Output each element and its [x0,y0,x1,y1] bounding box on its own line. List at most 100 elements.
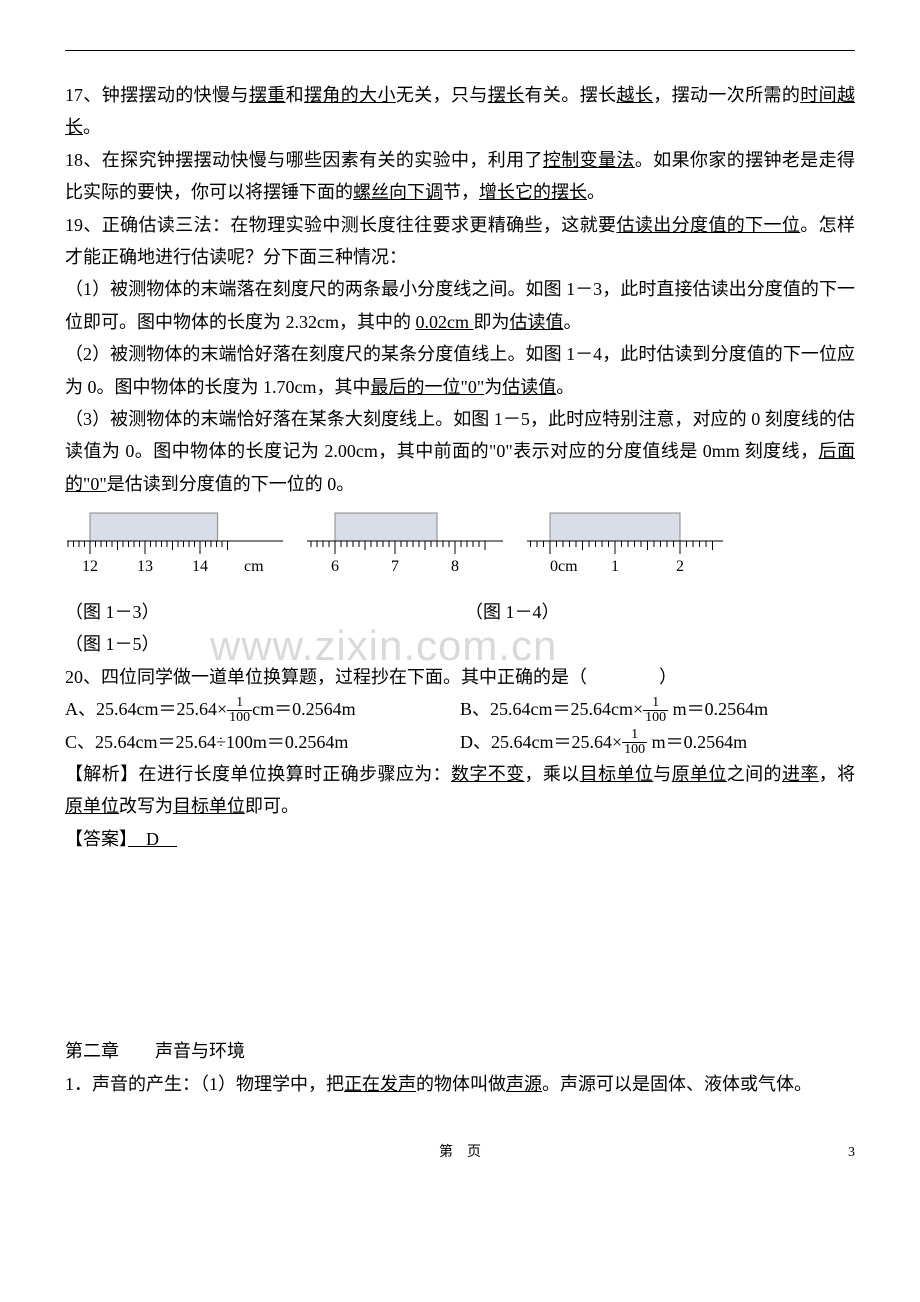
text: 。 [83,117,101,137]
underline: 越长 [616,85,653,105]
text: D、25.64cm＝25.64× [460,732,622,752]
paragraph-19: 19、正确估读三法：在物理实验中测长度往往要求更精确些，这就要估读出分度值的下一… [65,209,855,274]
svg-text:1: 1 [611,558,619,575]
fraction: 1100 [622,728,647,757]
svg-text:0cm: 0cm [550,558,578,575]
text: 有关。摆长 [525,85,617,105]
text: 19、正确估读三法：在物理实验中测长度往往要求更精确些，这就要 [65,215,616,235]
page-number: 3 [848,1140,855,1165]
underline: 摆重 [249,85,286,105]
text: 。 [564,312,582,332]
text: cm＝0.2564m [252,699,356,719]
text: m＝0.2564m [647,732,747,752]
text: 在进行长度单位换算时正确步骤应为： [139,764,451,784]
option-b: B、25.64cm＝25.64cm×1100 m＝0.2564m [460,693,855,725]
option-a: A、25.64cm＝25.64×1100cm＝0.2564m [65,693,460,725]
text: 。 [587,182,605,202]
underline: 最后的一位"0" [371,377,485,397]
text: 是估读到分度值的下一位的 0。 [107,474,355,494]
text: 的物体叫做 [416,1074,506,1094]
paragraph-18: 18、在探究钟摆摆动快慢与哪些因素有关的实验中，利用了控制变量法。如果你家的摆钟… [65,144,855,209]
text: ，将 [819,764,855,784]
chapter-2-heading: 第二章 声音与环境 [65,1035,855,1067]
ruler-diagram: 12 13 14 cm [65,508,285,588]
text: 为 [484,377,502,397]
ruler-diagram: 0cm12 [525,508,725,588]
underline: 摆长 [488,85,525,105]
figure-label: （图 1－4） [465,602,560,622]
underline: 目标单位 [580,764,654,784]
page-footer: 第 页 3 [65,1140,855,1165]
svg-text:13: 13 [137,558,153,575]
underline: 原单位 [65,796,119,816]
denominator: 100 [622,743,647,757]
text: B、25.64cm＝25.64cm× [460,699,643,719]
underline: 声源 [506,1074,542,1094]
denominator: 100 [227,711,252,725]
analysis-label: 【解析】 [65,764,139,784]
text: 节， [443,182,479,202]
option-c: C、25.64cm＝25.64÷100m＝0.2564m [65,726,460,758]
svg-text:cm: cm [244,558,264,575]
document-body: 17、钟摆摆动的快慢与摆重和摆角的大小无关，只与摆长有关。摆长越长，摆动一次所需… [65,54,855,1100]
figure-label: （图 1－5） [65,634,160,654]
text: 即为 [474,312,510,332]
svg-text:14: 14 [192,558,208,575]
underline: 螺丝向下调 [353,182,443,202]
text: 。声源可以是固体、液体或气体。 [542,1074,812,1094]
figure-labels-row2: （图 1－5） [65,628,855,660]
text: 之间的 [727,764,782,784]
ruler-figures: 12 13 14 cm 6 7 8 0cm 12 [65,508,855,588]
paragraph-19-1: （1）被测物体的末端落在刻度尺的两条最小分度线之间。如图 1－3，此时直接估读出… [65,273,855,338]
section-gap [65,855,855,1035]
answer-label: 【答案】 [65,829,128,849]
numerator: 1 [643,696,668,711]
figure-1-4: 6 7 8 [305,508,505,588]
denominator: 100 [643,711,668,725]
chapter-2-item-1: 1．声音的产生：（1）物理学中，把正在发声的物体叫做声源。声源可以是固体、液体或… [65,1068,855,1100]
underline: 0.02cm [416,312,474,332]
underline: 摆角的大小 [304,85,396,105]
underline: 估读出分度值的下一位 [616,215,800,235]
underline: 目标单位 [173,796,245,816]
text: 即可。 [245,796,299,816]
svg-text:6: 6 [331,558,339,575]
underline: 进率 [782,764,819,784]
text: 与 [653,764,671,784]
text: 1．声音的产生：（1）物理学中，把 [65,1074,344,1094]
footer-label: 第 页 [439,1145,481,1160]
text: 。 [556,377,574,397]
numerator: 1 [622,728,647,743]
text: ，摆动一次所需的 [653,85,800,105]
svg-text:7: 7 [391,558,399,575]
ruler-diagram: 6 7 8 [305,508,505,588]
underline: 控制变量法 [543,150,635,170]
figure-1-5: 0cm12 [525,508,725,588]
underline: 增长它的摆长 [479,182,587,202]
question-20: 20、四位同学做一道单位换算题，过程抄在下面。其中正确的是（ ） [65,661,855,693]
fraction: 1100 [227,696,252,725]
answer: 【答案】 D [65,823,855,855]
text: 和 [286,85,304,105]
text: 18、在探究钟摆摆动快慢与哪些因素有关的实验中，利用了 [65,150,543,170]
text: 无关，只与 [396,85,488,105]
paragraph-17: 17、钟摆摆动的快慢与摆重和摆角的大小无关，只与摆长有关。摆长越长，摆动一次所需… [65,79,855,144]
fraction: 1100 [643,696,668,725]
figure-1-3: 12 13 14 cm [65,508,285,588]
underline: 正在发声 [344,1074,416,1094]
figure-label: （图 1－3） [65,596,465,628]
options-grid: A、25.64cm＝25.64×1100cm＝0.2564m B、25.64cm… [65,693,855,758]
analysis: 【解析】在进行长度单位换算时正确步骤应为：数字不变，乘以目标单位与原单位之间的进… [65,758,855,823]
underline: 数字不变 [451,764,525,784]
paragraph-19-2: （2）被测物体的末端恰好落在刻度尺的某条分度值线上。如图 1－4，此时估读到分度… [65,338,855,403]
underline: 原单位 [672,764,727,784]
option-d: D、25.64cm＝25.64×1100 m＝0.2564m [460,726,855,758]
svg-text:12: 12 [82,558,98,575]
text: （3）被测物体的末端恰好落在某条大刻度线上。如图 1－5，此时应特别注意，对应的… [65,409,855,461]
svg-text:8: 8 [451,558,459,575]
underline: 估读值 [510,312,564,332]
numerator: 1 [227,696,252,711]
top-rule [65,50,855,51]
underline: 估读值 [502,377,556,397]
text: 17、钟摆摆动的快慢与 [65,85,249,105]
